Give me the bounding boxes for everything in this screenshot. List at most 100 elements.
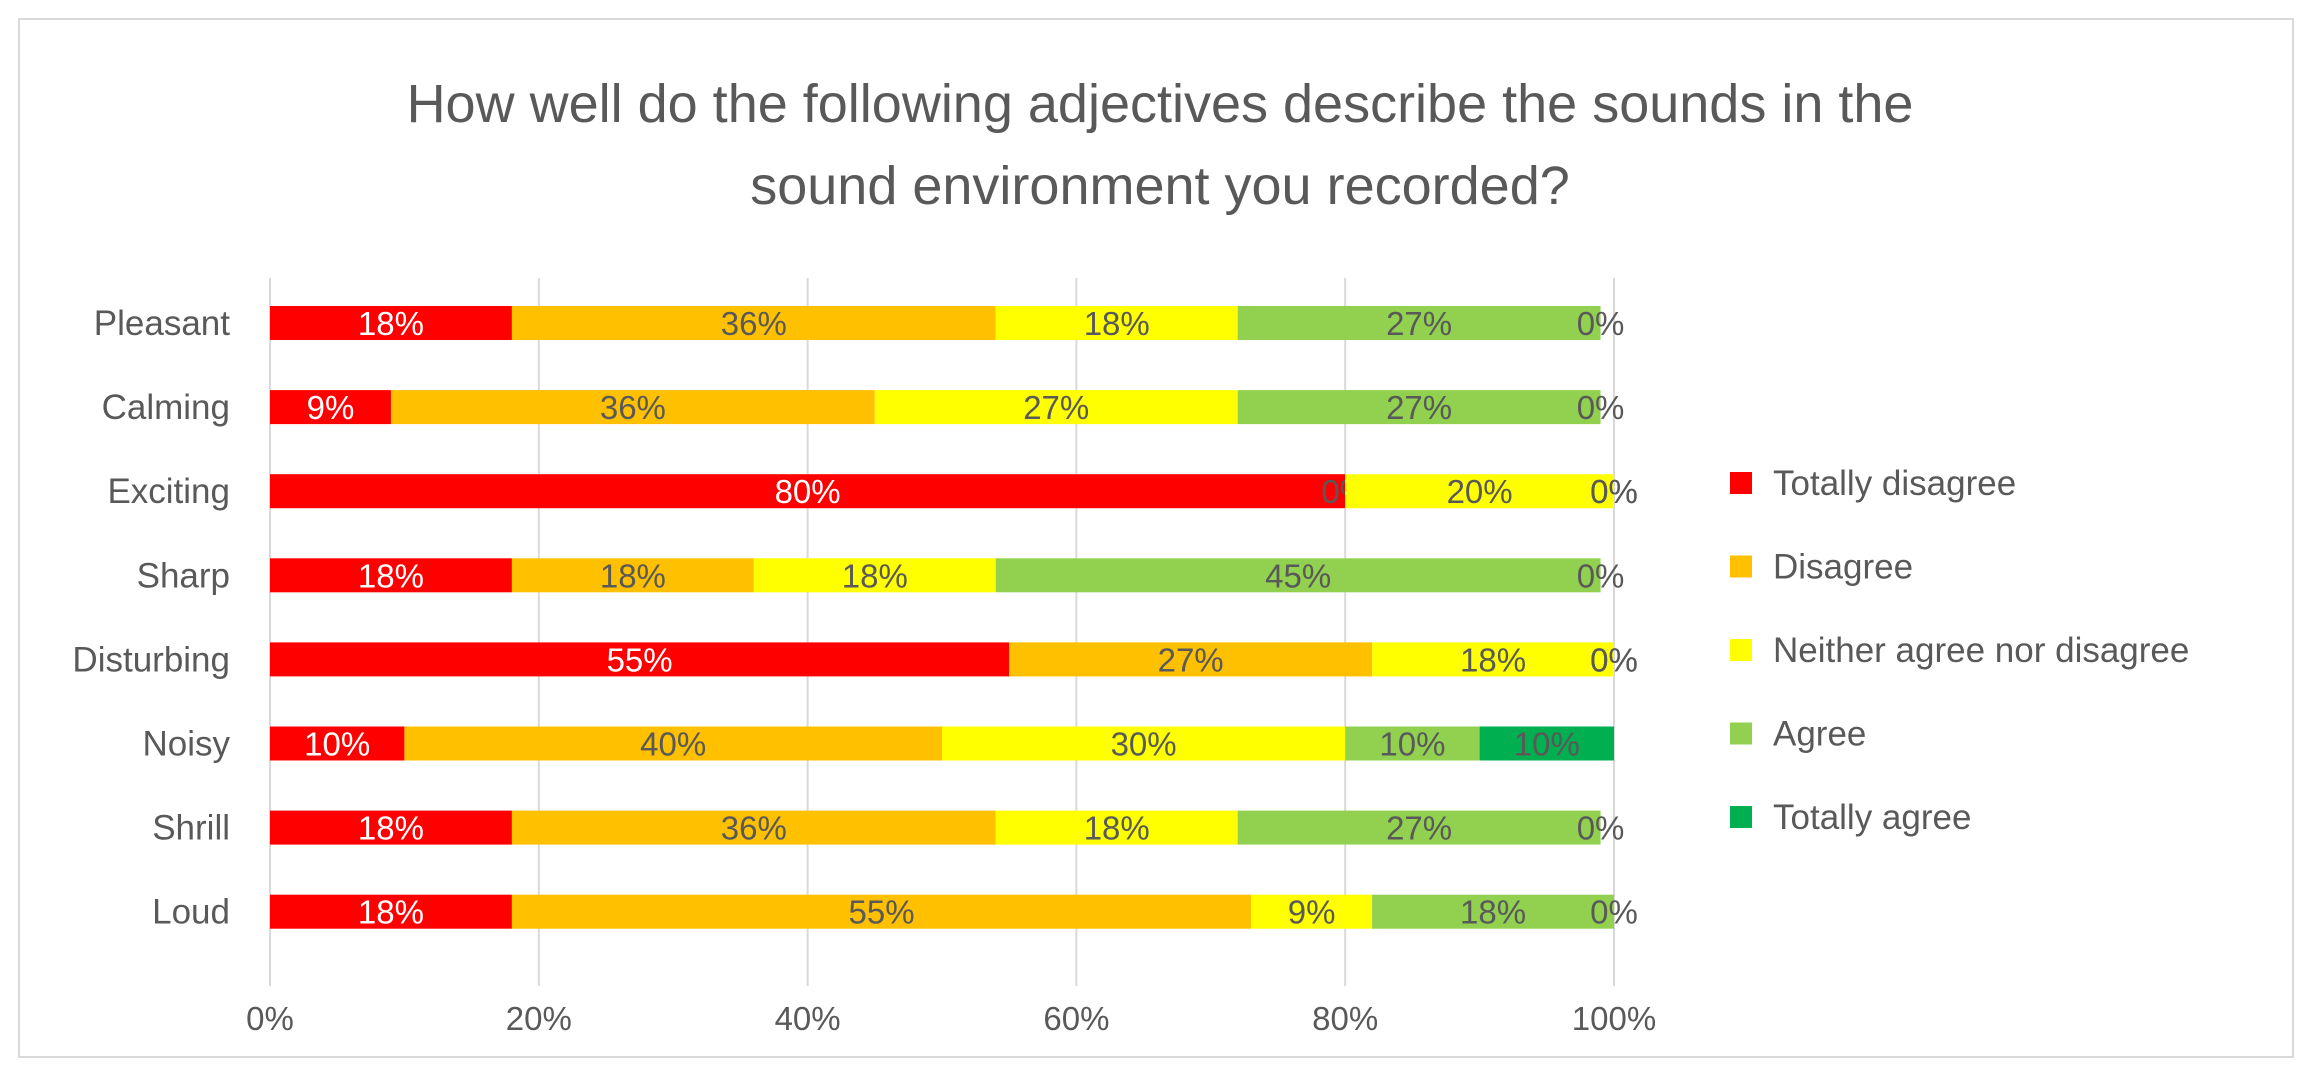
x-tick-label: 60%: [1043, 1000, 1109, 1037]
bar-segment: [270, 894, 512, 929]
data-label: 0%: [1577, 389, 1625, 426]
x-axis: 0% 20% 40% 60% 80% 100%: [246, 1000, 1656, 1037]
category-label: Shrill: [152, 809, 230, 848]
bar-segment: [270, 726, 405, 761]
bar-segment: [270, 390, 391, 425]
x-tick-label: 40%: [775, 1000, 841, 1037]
legend-swatch: [1730, 555, 1752, 578]
data-label: 0%: [1590, 473, 1638, 510]
bar-row-loud: Loud 18% 55% 9% 18% 0%: [152, 893, 1638, 932]
category-label: Exciting: [107, 472, 230, 511]
bar-row-sharp: Sharp 18% 18% 18% 45% 0%: [137, 556, 1625, 595]
bar-segment: [511, 558, 754, 593]
data-label: 27%: [1158, 641, 1224, 678]
data-label: 9%: [1288, 894, 1336, 931]
bar-segment: [1251, 894, 1373, 929]
data-label: 55%: [848, 894, 914, 931]
bar-segment: [511, 894, 1252, 929]
data-label: 36%: [721, 810, 787, 847]
data-label: 9%: [307, 389, 355, 426]
data-label: 36%: [600, 389, 666, 426]
data-label: 0%: [1577, 810, 1625, 847]
bar-row-disturbing: Disturbing 55% 27% 18% 0%0%: [72, 640, 1637, 679]
data-label: 18%: [358, 810, 424, 847]
legend-label: Neither agree nor disagree: [1773, 631, 2189, 670]
bar-segment: [390, 390, 875, 425]
legend-item: Neither agree nor disagree: [1730, 631, 2189, 670]
legend-swatch: [1730, 472, 1752, 494]
data-label: 18%: [358, 557, 424, 594]
data-label: 18%: [358, 305, 424, 342]
data-label: 18%: [1460, 641, 1526, 678]
bar-row-pleasant: Pleasant 18% 36% 18% 27% 0%: [94, 304, 1625, 343]
chart-frame: [18, 18, 2294, 1058]
data-label: 27%: [1386, 389, 1452, 426]
data-label: 27%: [1023, 389, 1089, 426]
data-label: 18%: [1084, 305, 1150, 342]
bar-segment: [511, 810, 996, 845]
legend-label: Totally disagree: [1773, 464, 2016, 503]
legend: Totally disagree Disagree Neither agree no…: [1730, 464, 2189, 837]
data-label: 10%: [304, 726, 370, 763]
data-label: 0%: [1590, 894, 1638, 931]
legend-item: Agree: [1730, 715, 1866, 754]
data-label: 30%: [1111, 726, 1177, 763]
data-label: 40%: [640, 726, 706, 763]
data-label: 0%: [1590, 641, 1638, 678]
bar-segment: [1237, 810, 1601, 845]
data-label: 27%: [1386, 810, 1452, 847]
data-label: 36%: [721, 305, 787, 342]
bar-row-shrill: Shrill 18% 36% 18% 27% 0%: [152, 809, 1624, 848]
bar-segment: [1372, 894, 1614, 929]
legend-item: Disagree: [1730, 548, 1913, 587]
data-label: 0%: [1590, 473, 1638, 510]
data-label: 18%: [1460, 894, 1526, 931]
data-label: 18%: [1084, 810, 1150, 847]
bar-segment: [753, 558, 996, 593]
data-label: 0%: [1577, 305, 1625, 342]
bar-segment: [942, 726, 1346, 761]
data-label: 45%: [1265, 557, 1331, 594]
bar-segment: [1009, 642, 1373, 677]
legend-item: Totally disagree: [1730, 464, 2016, 503]
bar-segment: [1237, 390, 1601, 425]
bar-segment: [995, 558, 1601, 593]
bar-segment: [1345, 474, 1614, 509]
x-tick-label: 80%: [1312, 1000, 1378, 1037]
data-label: 10%: [1379, 726, 1445, 763]
data-label: 20%: [1447, 473, 1513, 510]
bar-segment: [1479, 726, 1614, 761]
data-label: 0%: [1590, 641, 1638, 678]
bar-segment: [270, 306, 512, 340]
x-tick-label: 0%: [246, 1000, 294, 1037]
legend-swatch: [1730, 722, 1752, 745]
bar-segment: [995, 810, 1238, 845]
bar-segment: [511, 306, 996, 340]
chart-title-line: sound environment you recorded?: [750, 156, 1570, 216]
x-tick-label: 20%: [506, 1000, 572, 1037]
category-label: Calming: [102, 388, 230, 427]
category-label: Sharp: [137, 556, 230, 595]
bar-row-calming: Calming 9% 36% 27% 27% 0%: [102, 388, 1625, 427]
chart-title-line: How well do the following adjectives des…: [407, 74, 1914, 134]
gridlines: [269, 278, 1615, 986]
bar-segment: [1345, 726, 1480, 761]
bar-segment: [270, 810, 512, 845]
bar-segment: [874, 390, 1238, 425]
data-label: 0%: [1577, 557, 1625, 594]
bar-segment: [1237, 306, 1601, 340]
category-label: Loud: [152, 893, 230, 932]
bar-segment: [270, 642, 1010, 677]
legend-item: Totally agree: [1730, 798, 1971, 837]
legend-label: Agree: [1773, 715, 1866, 754]
data-label: 18%: [358, 894, 424, 931]
bar-segment: [1372, 642, 1614, 677]
data-label: 18%: [842, 557, 908, 594]
bar-segment: [270, 558, 512, 593]
data-label: 55%: [607, 641, 673, 678]
legend-swatch: [1730, 806, 1752, 828]
data-label: 27%: [1386, 305, 1452, 342]
x-tick-label: 100%: [1572, 1000, 1656, 1037]
